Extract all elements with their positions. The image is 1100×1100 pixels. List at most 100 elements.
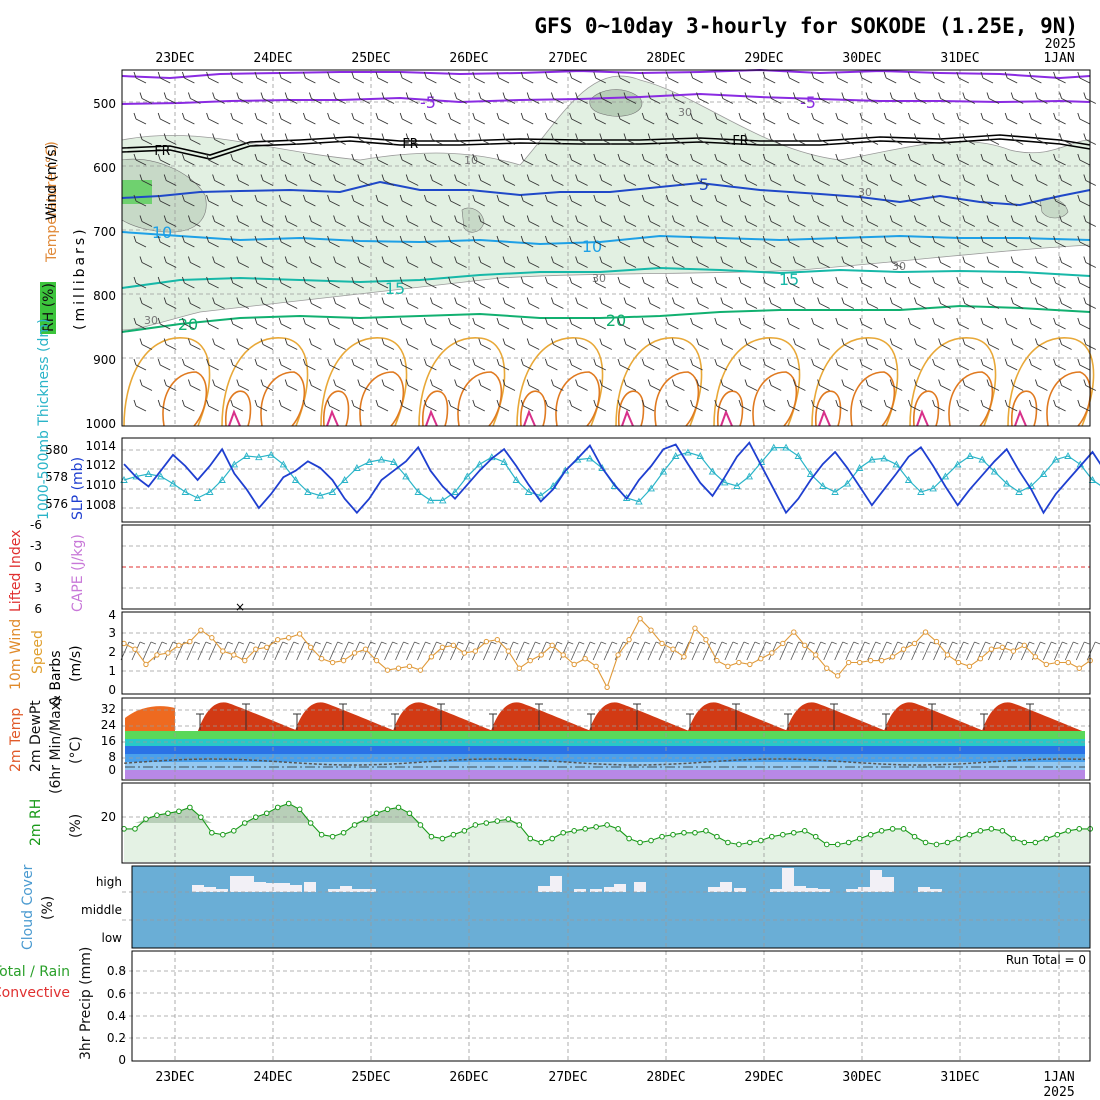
upper-wind-barb-flag [212,92,216,99]
upper-wind-barb [504,303,516,309]
upper-wind-barb-flag [962,297,966,304]
cloud-bar-high [340,886,352,892]
upper-wind-barb [698,385,709,391]
upper-wind-barb-flag [665,317,669,325]
wind-speed-point [878,657,885,664]
wind-barb-flag [600,641,607,645]
upper-wind-barb [891,98,903,104]
upper-wind-barb [692,323,703,330]
upper-wind-barb [1079,323,1091,330]
wind-barb [878,641,887,661]
upper-wind-barb-flag [883,112,887,120]
upper-wind-barb [159,118,171,125]
upper-wind-barb-flag [641,235,645,243]
upper-wind-barb-flag [883,317,887,325]
upper-wind-barb-flag [883,153,887,161]
thickness-point [537,491,545,499]
label-li: Lifted Index [8,530,24,612]
upper-wind-barb-flag [429,256,433,263]
temp-band [125,731,1085,739]
upper-wind-barb [885,241,897,248]
wind-speed-point [1054,659,1061,666]
upper-wind-barb-flag [889,338,893,345]
upper-wind-barb-flag [962,133,966,140]
upper-wind-barb-flag [254,71,258,79]
cape-contour-inner [815,390,842,427]
upper-wind-barb-flag [333,338,337,345]
upper-wind-barb [988,303,1000,309]
wind-barb-flag [633,641,640,645]
tick-wind-4: 4 [108,608,116,622]
upper-wind-barb-flag [333,133,337,140]
cape-lobes [123,337,1095,427]
rh-point [725,839,731,846]
wind-speed-point [637,616,643,622]
upper-wind-barb [1085,180,1097,186]
thickness-point [868,455,876,463]
upper-wind-barb [1031,159,1042,166]
upper-wind-barb [746,98,758,104]
upper-wind-barb [595,159,607,166]
upper-wind-barb-flag [792,256,796,263]
upper-wind-barb-flag [986,297,990,304]
upper-wind-barb-flag [962,174,966,181]
wind-speed-point [318,656,325,662]
upper-wind-barb [595,118,607,125]
thickness-point [451,488,459,495]
thickness-point [978,455,986,463]
upper-wind-barb [335,344,346,350]
upper-wind-barb-flag [913,256,917,263]
upper-wind-barb-flag [260,174,264,181]
upper-wind-barb-flag [260,133,264,140]
upper-wind-barb-flag [859,112,863,120]
upper-wind-barb-flag [1077,112,1081,120]
upper-wind-barb [988,262,1000,268]
rh-point [351,822,358,828]
upper-wind-barb-flag [865,379,869,386]
upper-wind-barb [432,344,443,350]
upper-wind-barb [190,180,201,186]
upper-wind-barb-flag [762,194,766,202]
upper-wind-barb [916,139,927,145]
upper-wind-barb-flag [496,235,500,243]
upper-wind-barb-flag [956,317,960,325]
wind-barb-flag [853,641,859,645]
upper-wind-barb-flag [841,297,845,304]
upper-wind-barb [1031,364,1042,371]
upper-wind-barb-flag [665,153,669,161]
upper-wind-barb-flag [496,194,500,202]
upper-wind-barb-flag [139,215,143,222]
cape-contour-mid [752,371,798,427]
temp-contour-fr-b [121,138,1091,160]
upper-wind-barb [262,385,274,391]
upper-wind-barb-flag [762,112,766,120]
upper-wind-barb-flag [526,92,530,99]
upper-wind-barb [649,385,661,391]
upper-wind-barb-flag [478,174,482,181]
upper-wind-barb [885,323,897,330]
upper-wind-barb [789,364,800,371]
label-6hr-minmax: (6hr Min/Max) [48,697,64,794]
cloud-bar-high [806,888,818,892]
upper-wind-barb-flag [859,358,863,366]
upper-wind-barb-flag [502,379,506,386]
upper-wind-barb-flag [1010,338,1014,345]
upper-wind-barb-flag [690,317,694,325]
rh-point [362,816,369,822]
thickness-point [708,467,717,475]
upper-wind-barb-flag [212,379,216,386]
tick-temp-16: 16 [101,734,116,748]
label-rh: RH (%) [41,283,57,332]
upper-wind-barb [571,159,582,166]
upper-wind-barb [795,344,806,350]
wind-speed-point [560,652,566,658]
upper-wind-barb [353,77,365,84]
upper-wind-barb-flag [278,276,282,284]
upper-wind-barb [141,98,153,104]
upper-wind-barb [910,118,921,125]
wind-speed-point [626,636,632,643]
upper-wind-barb-flag [599,338,603,345]
upper-wind-barb [547,200,558,207]
upper-wind-barb [547,364,558,371]
upper-wind-barb [740,77,752,84]
